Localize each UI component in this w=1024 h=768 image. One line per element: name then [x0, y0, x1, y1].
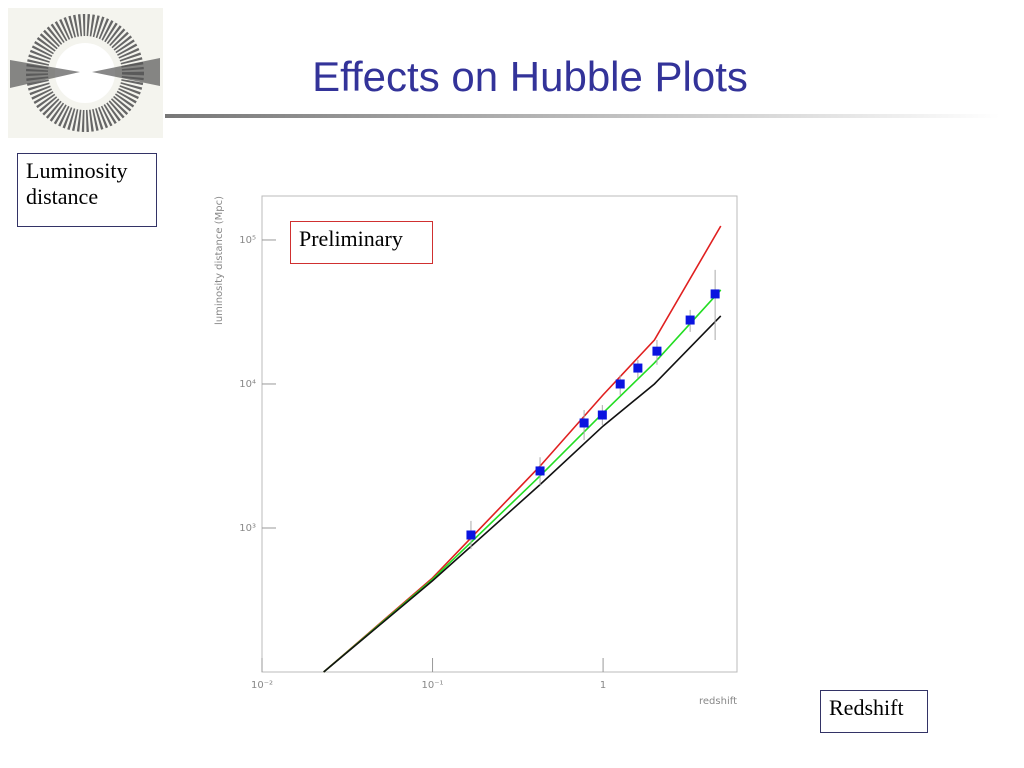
plot-frame — [261, 195, 738, 673]
point — [597, 410, 607, 420]
y-tick-label: 10⁴ — [239, 379, 256, 390]
curve — [323, 225, 722, 673]
point — [466, 530, 476, 540]
logo — [8, 8, 163, 138]
point — [685, 315, 695, 325]
point — [615, 379, 625, 389]
x-tick-label: 10⁻² — [251, 680, 273, 691]
y-tick-label: 10⁵ — [239, 235, 256, 246]
x-box: Redshift — [820, 690, 928, 733]
y-box: Luminosity distance — [17, 153, 157, 227]
curve — [323, 289, 722, 673]
x-axis-label: redshift — [699, 696, 737, 707]
point — [579, 418, 589, 428]
slide-title: Effects on Hubble Plots — [312, 53, 748, 100]
x-tick-label: 1 — [600, 680, 606, 691]
point — [535, 466, 545, 476]
y-axis-label: luminosity distance (Mpc) — [214, 196, 225, 325]
x-tick-label: 10⁻¹ — [422, 680, 444, 691]
point — [633, 363, 643, 373]
annotation: Preliminary — [290, 221, 433, 264]
point — [652, 346, 662, 356]
point — [710, 289, 720, 299]
curve — [323, 315, 722, 673]
y-tick-label: 10³ — [239, 523, 256, 534]
title-rule — [165, 114, 1000, 118]
